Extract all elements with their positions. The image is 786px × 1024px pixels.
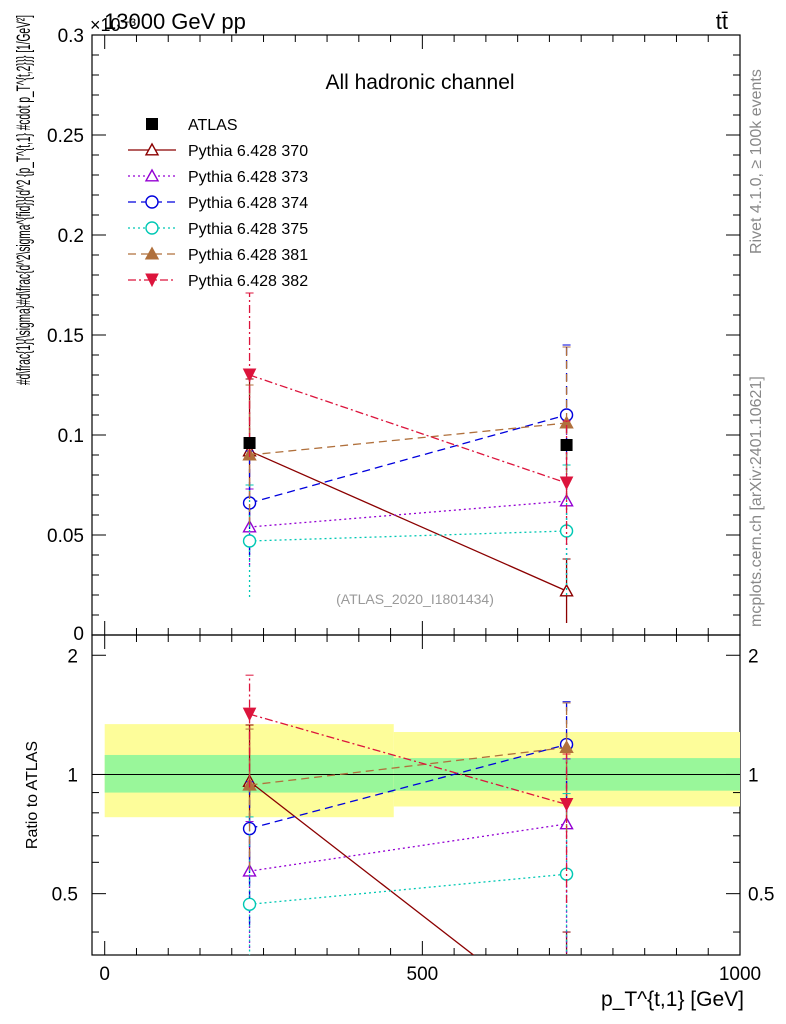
mcplots-label: mcplots.cern.ch [arXiv:2401.10621]	[748, 376, 765, 627]
ratio-series-marker	[242, 897, 257, 912]
ratio-y-axis-label: Ratio to ATLAS	[24, 741, 41, 849]
x-axis-label: p_T^{t,1} [GeV]	[601, 988, 744, 1011]
ratio-series-line	[249, 713, 567, 806]
y-tick-label: 0	[73, 624, 84, 645]
ratio-y-tick-label: 2	[67, 646, 78, 667]
atlas-point	[243, 437, 256, 449]
x-tick-label: 0	[99, 964, 110, 985]
ratio-series-line	[249, 823, 567, 872]
series-marker	[559, 583, 574, 597]
legend-marker	[145, 221, 159, 235]
legend-label: ATLAS	[188, 117, 238, 134]
rivet-label: Rivet 4.1.0, ≥ 100k events	[748, 69, 765, 254]
main-plot-series	[242, 292, 574, 623]
ratio-series-marker	[559, 740, 574, 753]
ratio-plot-series	[242, 674, 574, 955]
legend-marker	[146, 118, 158, 130]
y-tick-label: 0.15	[47, 326, 84, 347]
ratio-series-line	[249, 873, 567, 905]
y-tick-label: 0.1	[58, 426, 84, 447]
legend-label: Pythia 6.428 370	[188, 143, 308, 160]
x-tick-label: 500	[407, 964, 439, 985]
series-line	[249, 414, 567, 504]
legend-marker	[144, 168, 160, 182]
ratio-axis-ticks: 0 500 1000 0.5 0.5 1 1 2 2	[52, 635, 774, 985]
legend-label: Pythia 6.428 375	[188, 221, 308, 238]
header-right: tt̄	[716, 9, 728, 34]
ratio-series-line	[249, 746, 567, 786]
main-axis-ticks: 0 0.05 0.1 0.15 0.2 0.25 0.3	[47, 26, 741, 645]
ratio-series-marker	[559, 797, 574, 812]
chart-title: All hadronic channel	[325, 71, 514, 94]
ratio-y-tick-label-right: 2	[748, 646, 759, 667]
y-tick-label: 0.25	[47, 126, 84, 147]
watermark: (ATLAS_2020_I1801434)	[336, 591, 494, 607]
series-marker	[559, 476, 574, 491]
ratio-y-tick-label-right: 1	[748, 765, 759, 786]
legend-label: Pythia 6.428 374	[188, 195, 308, 212]
series-marker	[242, 368, 257, 383]
ratio-y-tick-label: 0.5	[52, 885, 78, 906]
y-tick-label: 0.2	[58, 226, 84, 247]
legend-marker	[144, 246, 160, 260]
header-left: 13000 GeV pp	[104, 9, 246, 34]
atlas-data-points	[243, 437, 573, 451]
series-line	[249, 530, 567, 542]
legend-label: Pythia 6.428 373	[188, 169, 308, 186]
x-tick-label: 1000	[719, 964, 761, 985]
legend-label: Pythia 6.428 382	[188, 273, 308, 290]
y-tick-label: 0.05	[47, 526, 84, 547]
atlas-point	[560, 439, 573, 451]
ratio-y-tick-label: 1	[67, 765, 78, 786]
legend: ATLAS Pythia 6.428 370 Pythia 6.428 373 Pyt…	[128, 117, 308, 290]
series-marker	[242, 534, 257, 548]
y-tick-label: 0.3	[58, 26, 84, 47]
ratio-series-line	[249, 743, 567, 830]
ratio-uncertainty-bands	[104, 724, 740, 818]
series-line	[249, 374, 567, 484]
y-axis-label: #d\frac{1}{\sigma}#d\frac{d^2\sigma^{fid…	[14, 15, 35, 385]
ratio-series-marker	[242, 707, 257, 722]
ratio-series-line	[249, 780, 475, 955]
legend-marker	[145, 273, 159, 288]
ratio-y-tick-label-right: 0.5	[748, 885, 774, 906]
series-line	[249, 500, 567, 528]
header-exponent: ×10⁻³	[90, 15, 136, 35]
legend-label: Pythia 6.428 381	[188, 247, 308, 264]
legend-marker	[145, 195, 159, 209]
series-line	[249, 422, 567, 456]
legend-marker	[144, 142, 160, 156]
series-line	[249, 450, 567, 592]
